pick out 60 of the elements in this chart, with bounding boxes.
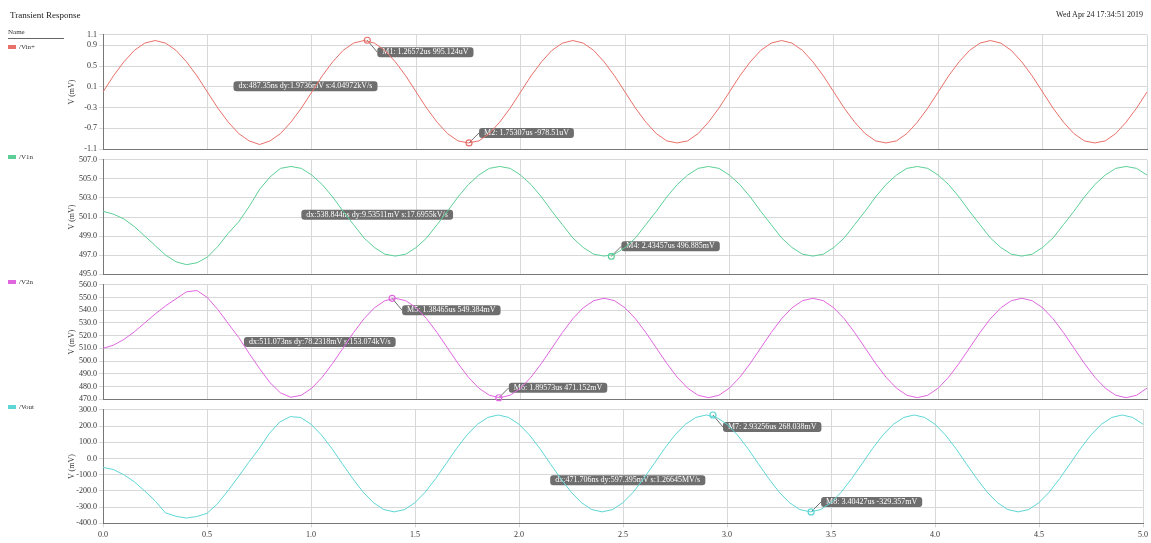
y-tick-label: 540.0 xyxy=(79,305,97,315)
y-tick-label: -0.3 xyxy=(84,102,97,112)
x-tick-label: 1.0 xyxy=(306,530,316,540)
y-tick-label: 560.0 xyxy=(79,279,97,289)
annotation: dx:538.844ns dy:9.53511mV s:17.6955kV/s xyxy=(306,209,448,219)
x-tick-label: 5.0 xyxy=(1138,530,1148,540)
y-axis-title: V (mV) xyxy=(66,204,76,230)
y-tick-label: 507.0 xyxy=(79,154,97,164)
y-tick-label: -400.0 xyxy=(76,518,97,528)
y-tick-label: 499.0 xyxy=(79,231,97,241)
y-tick-label: 0.5 xyxy=(87,61,97,71)
y-tick-label: 0.9 xyxy=(87,40,97,50)
chart-title: Transient Response xyxy=(10,10,81,20)
y-tick-label: 550.0 xyxy=(79,292,97,302)
y-tick-label: 505.0 xyxy=(79,173,97,183)
y-axis-title: V (mV) xyxy=(66,79,76,105)
y-tick-label: 100.0 xyxy=(79,437,97,447)
y-tick-label: 0.0 xyxy=(87,453,97,463)
annotation: M4: 2.43457us 496.885mV xyxy=(626,241,716,251)
y-tick-label: 500.0 xyxy=(79,356,97,366)
y-tick-label: -1.1 xyxy=(84,144,97,154)
y-tick-label: -0.7 xyxy=(84,123,97,133)
annotation: M8: 3.40427us -329.357mV xyxy=(826,497,918,507)
y-axis-title: V (mV) xyxy=(66,329,76,355)
y-tick-label: 200.0 xyxy=(79,421,97,431)
y-tick-label: 0.1 xyxy=(87,81,97,91)
annotation: M7: 2.93256us 268.038mV xyxy=(727,422,817,432)
y-tick-label: -300.0 xyxy=(76,502,97,512)
y-tick-label: 520.0 xyxy=(79,330,97,340)
y-tick-label: 470.0 xyxy=(79,394,97,404)
y-tick-label: 501.0 xyxy=(79,212,97,222)
annotation: M2: 1.75307us -978.51uV xyxy=(484,127,570,137)
y-tick-label: 503.0 xyxy=(79,193,97,203)
annotation: dx:511.073ns dy:78.2318mV s:153.074kV/s xyxy=(248,337,391,347)
x-tick-label: 0.5 xyxy=(202,530,212,540)
x-tick-label: 3.5 xyxy=(826,530,836,540)
x-tick-label: 2.5 xyxy=(618,530,628,540)
y-tick-label: 510.0 xyxy=(79,343,97,353)
annotation: dx:487.35ns dy:1.9736mV s:4.04972kV/s xyxy=(238,81,373,91)
y-tick-label: 495.0 xyxy=(79,269,97,279)
y-tick-label: 300.0 xyxy=(79,404,97,414)
x-tick-label: 4.0 xyxy=(930,530,940,540)
x-tick-label: 0.0 xyxy=(98,530,108,540)
chart-subtitle: Wed Apr 24 17:34:51 2019 xyxy=(1056,10,1143,19)
annotation: M6: 1.89573us 471.152mV xyxy=(513,382,603,392)
y-tick-label: -100.0 xyxy=(76,469,97,479)
y-tick-label: 490.0 xyxy=(79,368,97,378)
annotation: M1: 1.26572us 995.124uV xyxy=(382,47,469,57)
x-tick-label: 2.0 xyxy=(514,530,524,540)
y-tick-label: -200.0 xyxy=(76,486,97,496)
y-tick-label: 530.0 xyxy=(79,318,97,328)
x-tick-label: 4.5 xyxy=(1034,530,1044,540)
annotation: M5: 1.38465us 549.384mV xyxy=(407,305,496,315)
y-axis-title: V (mV) xyxy=(66,453,76,480)
y-tick-label: 497.0 xyxy=(79,250,97,260)
y-tick-label: 1.1 xyxy=(87,29,97,39)
y-tick-label: 480.0 xyxy=(79,381,97,391)
annotation: dx:471.706ns dy:597.395mV s:1.26645MV/s xyxy=(555,475,701,485)
x-tick-label: 3.0 xyxy=(722,530,732,540)
x-tick-label: 1.5 xyxy=(410,530,420,540)
